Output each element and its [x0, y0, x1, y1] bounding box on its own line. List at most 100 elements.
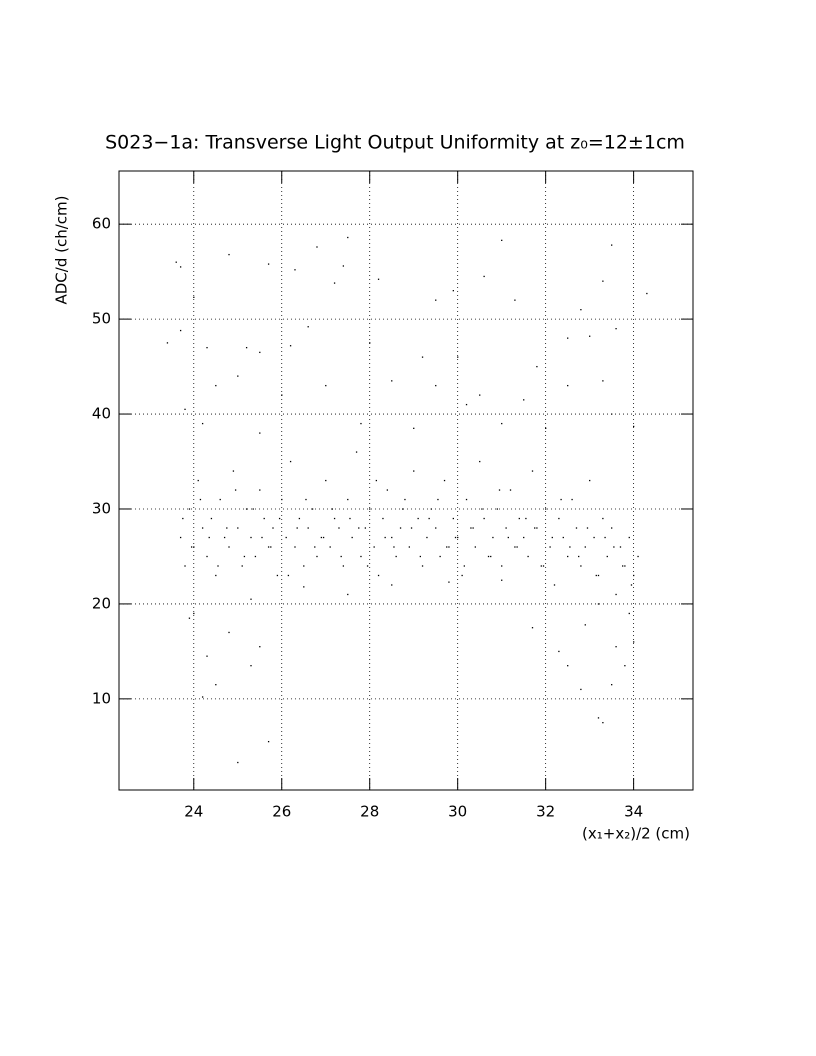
point [452, 517, 454, 520]
point [347, 498, 349, 501]
y-tick-label: 20 [92, 594, 111, 612]
point [454, 536, 457, 539]
point [523, 399, 525, 401]
point [419, 555, 421, 558]
point [602, 721, 604, 724]
point [325, 384, 327, 387]
point [633, 425, 635, 428]
point [501, 565, 503, 567]
point [259, 646, 261, 648]
point [518, 517, 520, 520]
point [272, 527, 274, 529]
point [245, 346, 248, 349]
point [531, 470, 534, 472]
point [188, 617, 191, 619]
point [215, 384, 217, 387]
point [179, 536, 182, 539]
point [395, 555, 397, 558]
point [294, 546, 296, 548]
point [373, 546, 375, 548]
point [523, 536, 525, 539]
point [391, 380, 393, 382]
point [479, 460, 481, 463]
point [296, 527, 298, 529]
point [206, 655, 208, 657]
point [443, 479, 446, 482]
point [360, 555, 362, 558]
point [534, 527, 536, 529]
point [333, 517, 336, 520]
point [501, 422, 503, 425]
point [575, 527, 578, 529]
point [567, 665, 569, 667]
point [237, 375, 239, 377]
point [241, 565, 243, 567]
point [633, 641, 635, 643]
point [303, 565, 305, 567]
point [553, 584, 556, 586]
point [278, 517, 281, 520]
point [514, 546, 516, 548]
point [558, 517, 560, 520]
point [201, 527, 204, 529]
point [435, 527, 437, 529]
point [479, 394, 481, 396]
point [430, 508, 432, 510]
point [604, 536, 606, 539]
point [281, 394, 283, 396]
point [342, 565, 345, 567]
point [622, 565, 624, 567]
point [193, 612, 195, 615]
point [470, 527, 472, 529]
point [377, 574, 380, 577]
point [316, 246, 318, 248]
point [602, 380, 604, 382]
point [237, 527, 239, 529]
point [190, 546, 193, 548]
point [490, 555, 492, 558]
point [461, 574, 463, 577]
point [184, 565, 186, 567]
point [193, 546, 195, 548]
x-tick-label: 28 [360, 803, 379, 821]
point [276, 574, 279, 577]
point [593, 536, 595, 539]
point [509, 489, 512, 491]
point [259, 432, 261, 434]
point [232, 470, 235, 472]
point [325, 479, 327, 482]
point [331, 508, 334, 510]
point [507, 536, 509, 539]
point [184, 408, 186, 410]
point [175, 261, 177, 263]
point [410, 527, 413, 529]
point [320, 536, 323, 539]
point [611, 527, 613, 529]
point [516, 546, 518, 548]
point [545, 508, 547, 510]
point [270, 546, 272, 548]
point [567, 384, 569, 387]
point [615, 646, 617, 648]
x-tick-label: 34 [624, 803, 643, 821]
point [602, 280, 604, 282]
point [578, 555, 580, 558]
x-tick-label: 26 [272, 803, 291, 821]
point [611, 244, 613, 246]
point [391, 536, 393, 539]
point [474, 546, 476, 548]
point [347, 236, 349, 239]
point [549, 546, 551, 548]
point [250, 536, 252, 539]
x-axis-label: (x₁+x₂)/2 (cm) [582, 825, 690, 843]
point [243, 555, 246, 558]
point [267, 263, 270, 265]
point [501, 579, 503, 581]
point [619, 546, 622, 548]
point [259, 489, 261, 491]
point [201, 696, 204, 698]
point [628, 536, 630, 539]
point [226, 527, 228, 529]
point [402, 508, 404, 510]
